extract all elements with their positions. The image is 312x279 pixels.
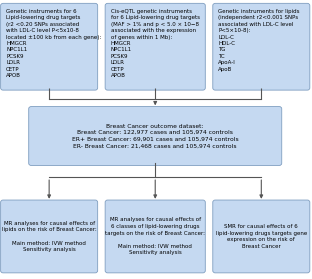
FancyBboxPatch shape bbox=[1, 3, 98, 90]
Text: MR analyses for causal effects of
lipids on the risk of Breast Cancer:

Main met: MR analyses for causal effects of lipids… bbox=[2, 221, 96, 252]
FancyBboxPatch shape bbox=[105, 200, 205, 273]
Text: Genetic instruments for 6
Lipid-lowering drug targets
(r2 <0.20 SNPs associated
: Genetic instruments for 6 Lipid-lowering… bbox=[6, 9, 101, 78]
Text: SMR for causal effects of 6
lipid-lowering drugs targets gene
expression on the : SMR for causal effects of 6 lipid-loweri… bbox=[216, 224, 307, 249]
FancyBboxPatch shape bbox=[1, 200, 98, 273]
FancyBboxPatch shape bbox=[29, 107, 282, 165]
FancyBboxPatch shape bbox=[213, 3, 310, 90]
Text: MR analyses for causal effects of
6 classes of lipid-lowering drugs
targets on t: MR analyses for causal effects of 6 clas… bbox=[105, 217, 205, 256]
Text: Cis-eQTL genetic instruments
for 6 Lipid-lowering drug targets
(MAF > 1% and p <: Cis-eQTL genetic instruments for 6 Lipid… bbox=[111, 9, 200, 78]
FancyBboxPatch shape bbox=[213, 200, 310, 273]
Text: Genetic instruments for lipids
(independent r2<0.001 SNPs
associated with LDL-C : Genetic instruments for lipids (independ… bbox=[218, 9, 300, 71]
Text: Breast Cancer outcome dataset:
Breast Cancer: 122,977 cases and 105,974 controls: Breast Cancer outcome dataset: Breast Ca… bbox=[72, 124, 239, 148]
FancyBboxPatch shape bbox=[105, 3, 205, 90]
